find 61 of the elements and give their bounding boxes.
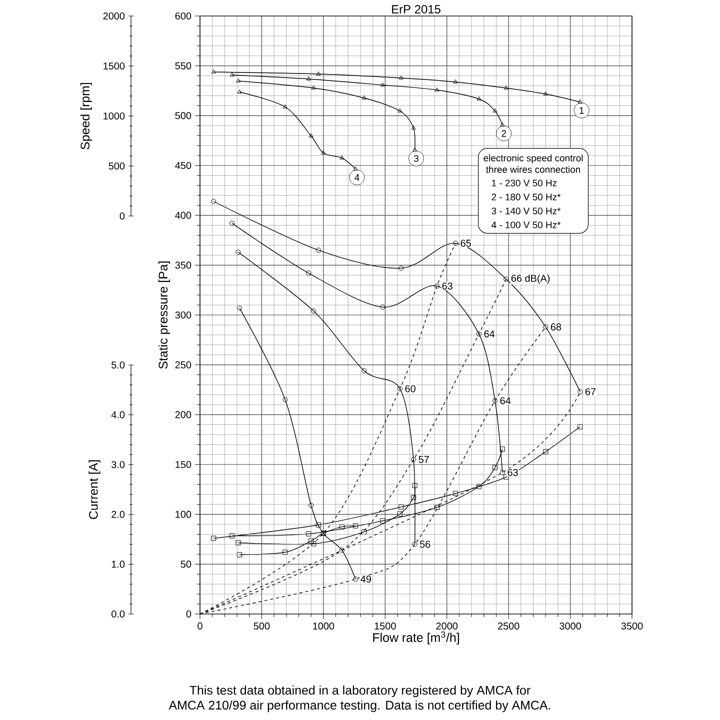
annotation: 65 (460, 240, 471, 247)
x-tick-label: 1500 (374, 622, 396, 630)
y-tick-label: 0 (120, 212, 125, 220)
y-tick-label: 450 (175, 162, 192, 170)
y-tick-label: 250 (175, 361, 192, 368)
annotation: 64 (500, 397, 511, 404)
y-tick-label: 400 (175, 212, 192, 219)
chart-title: ErP 2015 (392, 5, 440, 14)
annotation: 1 - 230 V 50 Hz (492, 180, 557, 186)
x-tick-label: 3500 (621, 622, 643, 630)
annotation: 60 (405, 385, 416, 392)
y-tick-label: 2.0 (112, 510, 125, 518)
y-tick-label: 600 (175, 12, 192, 20)
y-tick-label: 200 (175, 411, 192, 418)
x-tick-label: 500 (254, 622, 270, 630)
text: This test data obtained in a laboratory registered by AMCA for (190, 686, 530, 698)
annotation: 63 (442, 282, 452, 290)
y-tick-label: 550 (175, 62, 192, 70)
y-tick-label: 3.0 (112, 461, 125, 468)
x-tick-label: 1000 (313, 622, 334, 630)
annotation: 49 (360, 576, 371, 583)
y-axis-title: Current [A] (88, 460, 100, 519)
annotation: 57 (418, 456, 429, 463)
text: AMCA 210/99 air performance testing. Data is not certified by AMCA. (168, 700, 550, 712)
y-tick-label: 0.0 (112, 610, 125, 618)
y-tick-label: 1.0 (112, 560, 125, 568)
y-tick-label: 5.0 (112, 361, 125, 369)
series-label: 2 (502, 130, 506, 137)
y-tick-label: 50 (180, 560, 192, 568)
annotation: 64 (484, 330, 495, 338)
annotation: electronic speed control (484, 154, 583, 164)
x-tick-label: 2000 (436, 622, 458, 630)
y-tick-label: 500 (175, 112, 192, 120)
y-tick-label: 1500 (104, 62, 125, 70)
y-axis-title: Static pressure [Pa] (158, 262, 170, 369)
y-tick-label: 300 (175, 311, 192, 319)
annotation: 66 dB(A) (511, 274, 550, 284)
annotation: 3 - 140 V 50 Hz* (492, 208, 561, 214)
series-label: 4 (354, 174, 360, 181)
annotation: 63 (508, 468, 518, 476)
y-tick-label: 500 (108, 162, 125, 170)
annotation: 2 - 180 V 50 Hz* (492, 194, 561, 200)
annotation: 4 - 100 V 50 Hz* (492, 222, 561, 228)
x-tick-label: 2500 (498, 622, 520, 630)
annotation: three wires connection (486, 166, 580, 173)
y-tick-label: 350 (175, 262, 192, 269)
annotation: 67 (585, 388, 596, 396)
y-tick-label: 1000 (104, 112, 125, 120)
x-tick-label: 0 (198, 622, 202, 630)
series-label: 3 (414, 155, 418, 162)
y-tick-label: 100 (176, 510, 192, 518)
annotation: 56 (420, 540, 430, 548)
y-axis-title: Speed [rpm] (80, 82, 92, 150)
annotation: 68 (550, 323, 562, 330)
x-axis-title: Flow rate [m$^{3}$/h] (373, 631, 459, 644)
y-tick-label: 0 (186, 610, 192, 618)
y-tick-label: 4.0 (111, 411, 125, 418)
y-tick-label: 150 (176, 460, 192, 468)
x-tick-label: 3000 (560, 622, 581, 630)
series-label: 1 (580, 107, 584, 114)
y-tick-label: 2000 (103, 12, 125, 20)
